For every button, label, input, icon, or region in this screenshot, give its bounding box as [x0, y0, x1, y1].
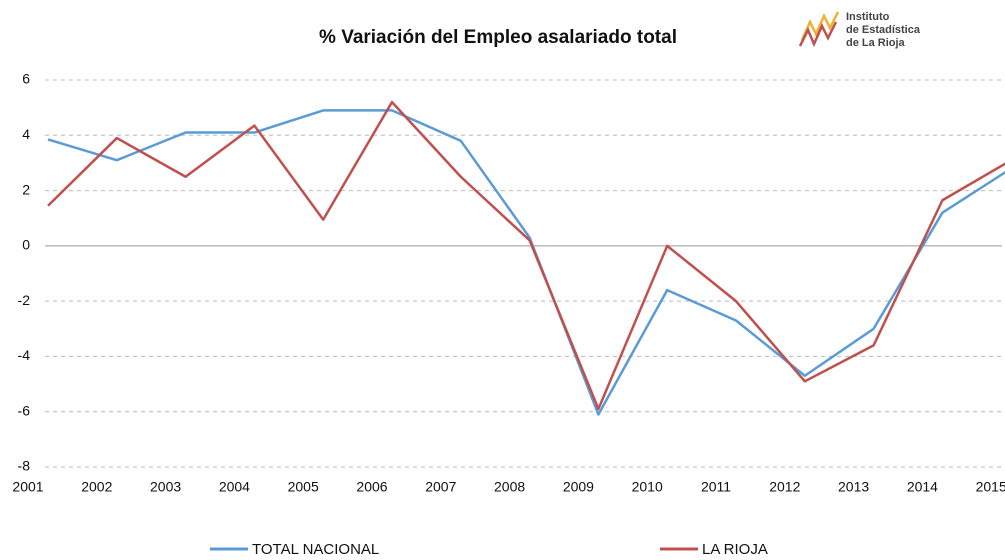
- y-tick-label: -4: [18, 347, 31, 363]
- x-tick-label: 2008: [494, 479, 525, 495]
- x-tick-label: 2015: [976, 479, 1005, 495]
- y-tick-label: 4: [22, 126, 30, 142]
- y-tick-label: -2: [18, 292, 31, 308]
- x-tick-label: 2010: [632, 479, 663, 495]
- x-tick-label: 2002: [81, 479, 112, 495]
- logo-text: de La Rioja: [846, 37, 906, 49]
- line-series: [47, 109, 1005, 416]
- line-series: [47, 100, 1005, 411]
- logo-icon: [800, 11, 840, 41]
- y-tick-label: 6: [22, 71, 30, 87]
- chart-title: % Variación del Empleo asalariado total: [319, 27, 677, 48]
- legend-label: LA RIOJA: [702, 541, 768, 558]
- x-tick-label: 2011: [701, 479, 731, 495]
- logo-text: de Estadística: [846, 24, 921, 36]
- y-tick-label: -6: [18, 402, 31, 418]
- x-tick-label: 2007: [425, 479, 456, 495]
- x-tick-label: 2014: [907, 479, 938, 495]
- logo: Instituto de Estadística de La Rioja: [798, 11, 921, 49]
- y-tick-label: 0: [22, 237, 30, 253]
- x-tick-label: 2009: [563, 479, 594, 495]
- logo-icon: [798, 21, 838, 48]
- x-tick-label: 2012: [769, 479, 800, 495]
- x-tick-label: 2005: [288, 479, 319, 495]
- x-tick-label: 2004: [219, 479, 250, 495]
- x-tick-label: 2001: [12, 479, 43, 495]
- y-tick-label: -8: [18, 458, 31, 474]
- x-tick-label: 2013: [838, 479, 869, 495]
- y-tick-label: 2: [22, 181, 30, 197]
- logo-text: Instituto: [846, 11, 890, 23]
- legend-label: TOTAL NACIONAL: [252, 541, 379, 558]
- x-tick-label: 2006: [356, 479, 387, 495]
- x-tick-label: 2003: [150, 479, 181, 495]
